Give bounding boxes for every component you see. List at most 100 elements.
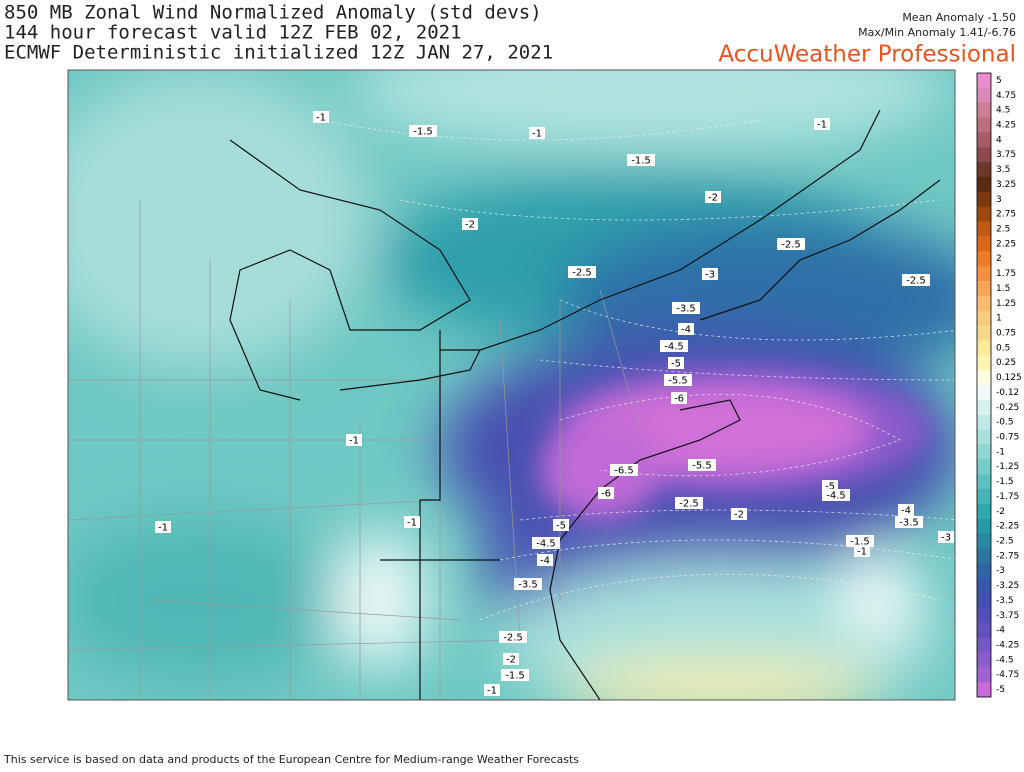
colorbar-label: -1.75: [996, 492, 1019, 502]
contour-label-box: [671, 392, 687, 404]
colorbar-swatch: [977, 73, 991, 89]
colorbar-label: 0.75: [996, 329, 1016, 339]
contour-label-box: [503, 653, 519, 665]
maxmin-anomaly: Max/Min Anomaly 1.41/-6.76: [858, 26, 1016, 39]
colorbar-label: -0.5: [996, 418, 1014, 428]
contour-label-box: [678, 323, 694, 335]
colorbar-label: 3.75: [996, 150, 1016, 160]
contour-label: -2.5: [503, 633, 523, 644]
footer: This service is based on data and produc…: [3, 753, 579, 766]
colorbar-swatch: [977, 548, 991, 564]
contour-label: -1.5: [413, 127, 433, 138]
colorbar-label: -1.5: [996, 477, 1014, 487]
contour-label: -6: [601, 489, 611, 500]
colorbar-label: -4.75: [996, 670, 1019, 680]
contour-label: -2.5: [679, 499, 699, 510]
colorbar-swatch: [977, 474, 991, 490]
colorbar-label: 1.5: [996, 284, 1010, 294]
contour-label-box: [155, 521, 171, 533]
contour-label-box: [501, 669, 529, 681]
contour-labels: -1-1.5 -1-1-1.5-2-2-2.5-2.5 -3-2.5-3.5-4-4…: [155, 111, 954, 697]
colorbar-label: -5: [996, 685, 1005, 695]
contour-label-box: [846, 535, 874, 547]
contour-label: -1: [407, 518, 417, 529]
colorbar-label: -2.25: [996, 522, 1019, 532]
contour-label: -3: [941, 533, 951, 544]
contour-label-box: [668, 357, 684, 369]
colorbar-swatch: [977, 355, 991, 371]
colorbar-swatch: [977, 177, 991, 193]
colorbar-swatch: [977, 652, 991, 668]
colorbar-label: -4: [996, 626, 1005, 636]
colorbar-label: 0.125: [996, 373, 1022, 383]
colorbar-swatch: [977, 667, 991, 683]
colorbar-label: -3.75: [996, 611, 1019, 621]
contour-label-box: [672, 302, 700, 314]
contour-label-box: [529, 127, 545, 139]
colorbar-swatch: [977, 682, 991, 698]
colorbar-swatch: [977, 414, 991, 431]
county-lines: [68, 200, 641, 700]
colorbar-label: -2.5: [996, 537, 1014, 547]
contour-label: -1.5: [505, 671, 525, 682]
colorbar-label: -4.25: [996, 641, 1019, 651]
contour-label: -1: [316, 113, 326, 124]
brand: AccuWeather Professional: [718, 42, 1016, 68]
contour-label-box: [822, 489, 850, 501]
contour-label-box: [664, 374, 692, 386]
contour-label-box: [532, 537, 560, 549]
colorbar-swatch: [977, 637, 991, 653]
colorbar-label: 4.5: [996, 106, 1010, 116]
colorbar-swatch: [977, 429, 991, 445]
colorbar-swatch: [977, 578, 991, 594]
colorbar-swatch: [977, 117, 991, 133]
contour-label-box: [514, 578, 542, 590]
colorbar-swatch: [977, 191, 991, 208]
contour-label-box: [777, 238, 805, 250]
map-frame: [67, 69, 956, 701]
contour-label: -1: [857, 547, 867, 558]
contour-label-box: [627, 154, 655, 166]
contour-label: -4.5: [536, 539, 556, 550]
colorbar-label: 3: [996, 195, 1002, 205]
contour-label-box: [553, 519, 569, 531]
colorbar-swatch: [977, 533, 991, 549]
contour-label-box: [675, 497, 703, 509]
colorbar-swatch: [977, 325, 991, 341]
contour-label: -1.5: [631, 156, 651, 167]
contour-label: -1: [817, 120, 827, 131]
colorbar-swatch: [977, 607, 991, 624]
contour-label: -1: [532, 129, 542, 140]
contour-label: -3.5: [899, 518, 919, 529]
colorbar-swatch: [977, 206, 991, 223]
colorbar-label: -0.25: [996, 403, 1019, 413]
contour-label: -5: [556, 521, 566, 532]
contour-label-box: [688, 459, 716, 471]
contour-label: -5.5: [692, 461, 712, 472]
contour-label: -6: [674, 394, 684, 405]
contour-label-box: [462, 218, 478, 230]
colorbar: 5 4.75 4.5 4.25 4 3.75 3.5 3.25 3 2.75 2.5 2.25 2 1.7…: [976, 72, 1022, 698]
mean-anomaly: Mean Anomaly -1.50: [902, 11, 1016, 24]
contour-label: -1.5: [850, 537, 870, 548]
contour-label-box: [702, 268, 718, 280]
colorbar-swatch: [977, 251, 991, 267]
colorbar-swatch: [977, 281, 991, 297]
colorbar-label: 3.25: [996, 180, 1016, 190]
colorbar-label: 2: [996, 254, 1002, 264]
colorbar-label: -0.12: [996, 388, 1019, 398]
colorbar-swatch: [977, 132, 991, 148]
colorbar-swatch: [977, 563, 991, 579]
colorbar-swatch: [977, 593, 991, 609]
header: 850 MB Zonal Wind Normalized Anomaly (st…: [4, 2, 553, 64]
contour-label: -1: [349, 436, 359, 447]
contour-label: -5.5: [668, 376, 688, 387]
contour-label: -3.5: [518, 580, 538, 591]
colorbar-label: -2: [996, 507, 1005, 517]
colorbar-swatch: [977, 87, 991, 104]
colorbar-swatch: [977, 385, 991, 401]
contour-label-box: [731, 508, 747, 520]
colorbar-swatch: [977, 266, 991, 282]
contour-label: -1: [487, 686, 497, 697]
